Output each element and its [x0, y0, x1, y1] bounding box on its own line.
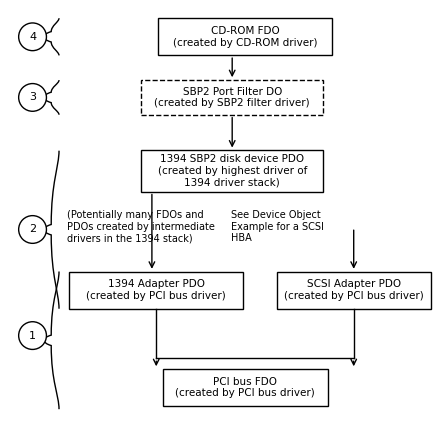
Bar — [69, 272, 243, 308]
Circle shape — [19, 322, 46, 349]
Text: 1394 SBP2 disk device PDO
(created by highest driver of
1394 driver stack): 1394 SBP2 disk device PDO (created by hi… — [158, 155, 307, 187]
Text: 1394 Adapter PDO
(created by PCI bus driver): 1394 Adapter PDO (created by PCI bus dri… — [86, 279, 226, 301]
Text: 2: 2 — [29, 224, 36, 235]
Text: CD-ROM FDO
(created by CD-ROM driver): CD-ROM FDO (created by CD-ROM driver) — [173, 26, 317, 48]
Text: 1: 1 — [29, 330, 36, 341]
Text: 3: 3 — [29, 92, 36, 103]
Circle shape — [19, 23, 46, 51]
Bar — [163, 369, 328, 406]
Text: 4: 4 — [29, 32, 36, 42]
Bar — [276, 272, 431, 308]
Text: SBP2 Port Filter DO
(created by SBP2 filter driver): SBP2 Port Filter DO (created by SBP2 fil… — [155, 87, 310, 108]
Bar — [158, 18, 332, 55]
Circle shape — [19, 216, 46, 243]
Text: SCSI Adapter PDO
(created by PCI bus driver): SCSI Adapter PDO (created by PCI bus dri… — [284, 279, 424, 301]
Bar — [141, 150, 323, 191]
Circle shape — [19, 84, 46, 111]
Text: See Device Object
Example for a SCSI
HBA: See Device Object Example for a SCSI HBA — [231, 210, 324, 243]
Text: PCI bus FDO
(created by PCI bus driver): PCI bus FDO (created by PCI bus driver) — [175, 377, 315, 398]
Bar — [141, 80, 323, 115]
Text: (Potentially many FDOs and
PDOs created by intermediate
drivers in the 1394 stac: (Potentially many FDOs and PDOs created … — [67, 210, 215, 243]
